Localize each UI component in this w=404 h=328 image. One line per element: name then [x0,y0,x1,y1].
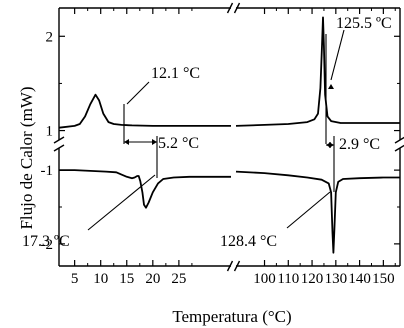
arrowhead [124,139,129,145]
annotation-12.1: 12.1 °C [151,65,200,82]
y-tick-label: 1 [46,124,54,140]
annotation-leader-12.1 [126,81,150,105]
x-break-mark [226,2,234,14]
y-break-mark [53,136,65,144]
curves [58,16,400,254]
y-tick-label: -1 [41,163,54,179]
annotation-leader-125.5 [330,29,345,81]
x-tick-label: 100 [253,271,276,287]
annotation-128.4: 128.4 °C [220,233,277,250]
x-break-mark [233,260,241,272]
plot-frames [53,2,404,272]
y-break-mark [53,144,65,152]
x-break-mark [226,260,234,272]
x-tick-label: 25 [171,271,186,287]
x-tick-label: 20 [145,271,160,287]
y-axis-title: Flujo de Calor (mW) [17,86,36,229]
x-tick-label: 5 [71,271,79,287]
curve-low-temperature-cooling [59,169,231,209]
tick-labels: 5 10 15 20 25 100 110 120 130 140 150 2 1 -1 -2 [41,29,395,287]
x-tick-label: 15 [119,271,134,287]
curve-high-temperature-heating [235,16,400,127]
arrowhead [328,84,334,89]
annotations: 12.1 °C 5.2 °C 17.3 ºC 125.5 ºC 2.9 °C 128.4 … [22,15,392,250]
annotation-17.3: 17.3 ºC [22,233,70,250]
annotation-5.2: 5.2 °C [158,135,199,152]
annotation-125.5: 125.5 ºC [336,15,392,32]
x-tick-label: 110 [277,271,299,287]
y-break-mark [394,136,404,144]
x-tick-label: 120 [301,271,324,287]
annotation-2.9: 2.9 °C [339,136,380,153]
x-break-mark [233,2,241,14]
annotation-leader-17.3 [87,174,156,231]
x-tick-label: 130 [325,271,348,287]
x-tick-label: 150 [372,271,395,287]
arrowhead [152,139,157,145]
x-axis-title: Temperatura (°C) [172,307,291,326]
curve-low-temperature-heating [58,93,231,129]
y-tick-label: -2 [41,237,54,253]
arrowhead [329,142,334,148]
x-tick-label: 140 [348,271,371,287]
y-tick-label: 2 [46,29,54,45]
y-break-mark [394,144,404,152]
annotation-leader-128.4 [286,191,331,229]
curve-high-temperature-cooling [235,170,400,254]
x-tick-label: 10 [93,271,108,287]
